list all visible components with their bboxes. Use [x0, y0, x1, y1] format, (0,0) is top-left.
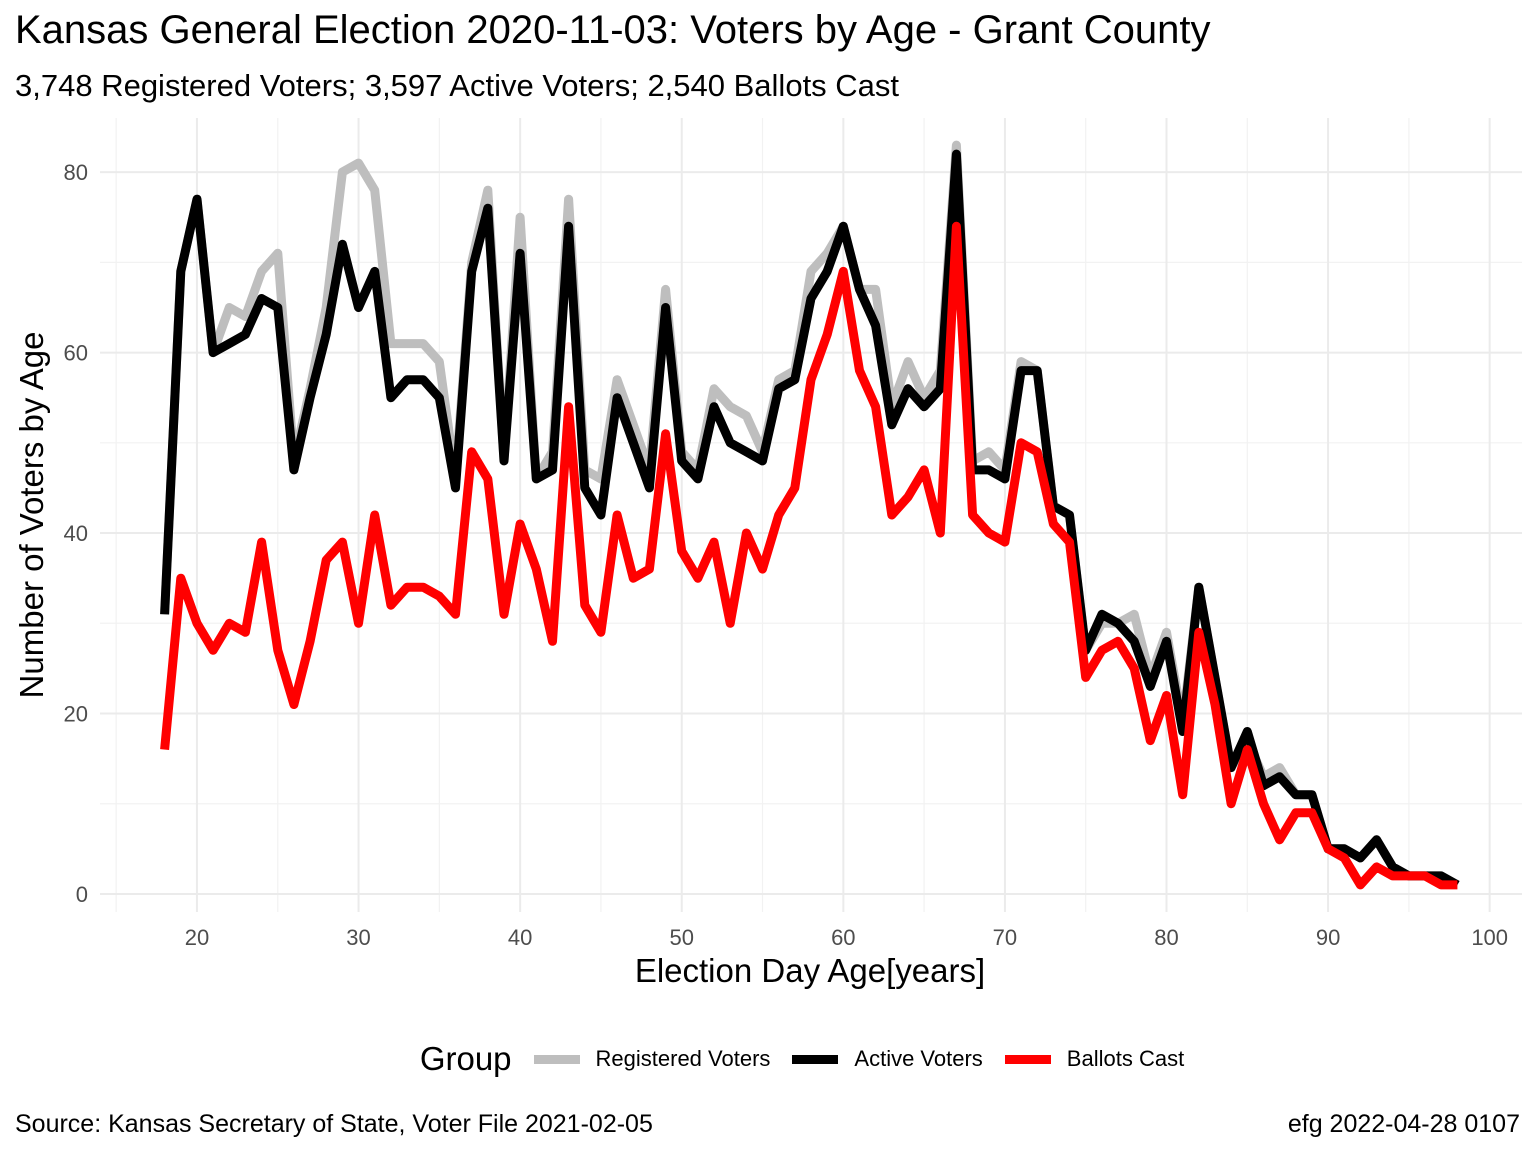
credit-caption: efg 2022-04-28 0107 [1287, 1110, 1520, 1138]
legend-key-ballots-cast [1004, 1054, 1051, 1064]
x-tick-label: 80 [1154, 925, 1178, 950]
legend-item-ballots-cast: Ballots Cast [1004, 1046, 1185, 1072]
legend-title: Group [419, 1040, 512, 1077]
y-tick-label: 0 [76, 882, 88, 907]
series-line-ballots-cast [160, 221, 1458, 890]
x-tick-label: 70 [993, 925, 1017, 950]
y-tick-label: 80 [64, 160, 88, 185]
y-axis-ticks: 0 20 40 60 80 [64, 160, 88, 907]
y-axis-label: Number of Voters by Age [13, 331, 50, 699]
x-tick-label: 90 [1316, 925, 1340, 950]
source-caption: Source: Kansas Secretary of State, Voter… [15, 1110, 653, 1138]
legend-item-active-voters: Active Voters [792, 1046, 983, 1072]
y-tick-label: 40 [64, 521, 88, 546]
chart-subtitle: 3,748 Registered Voters; 3,597 Active Vo… [15, 68, 900, 103]
x-axis-label: Election Day Age[years] [634, 952, 986, 989]
legend-label: Active Voters [854, 1046, 983, 1071]
legend-item-registered-voters: Registered Voters [533, 1046, 771, 1072]
legend-key-registered-voters [533, 1054, 580, 1064]
x-tick-label: 50 [669, 925, 693, 950]
series-lines [160, 140, 1460, 890]
y-tick-label: 20 [64, 702, 88, 727]
chart-title: Kansas General Election 2020-11-03: Vote… [15, 8, 1211, 52]
y-tick-label: 60 [64, 341, 88, 366]
x-tick-label: 20 [185, 925, 209, 950]
x-tick-label: 40 [508, 925, 532, 950]
x-tick-label: 100 [1471, 925, 1508, 950]
x-tick-label: 60 [831, 925, 855, 950]
x-tick-label: 30 [346, 925, 370, 950]
legend-label: Registered Voters [595, 1046, 771, 1071]
legend: Group Registered Voters Active Voters Ba… [0, 1040, 1536, 1078]
legend-key-active-voters [792, 1054, 839, 1064]
legend-label: Ballots Cast [1066, 1046, 1185, 1071]
series-line-active-voters [160, 149, 1460, 889]
x-axis-ticks: 20 30 40 50 60 70 80 90 100 [185, 925, 1508, 950]
